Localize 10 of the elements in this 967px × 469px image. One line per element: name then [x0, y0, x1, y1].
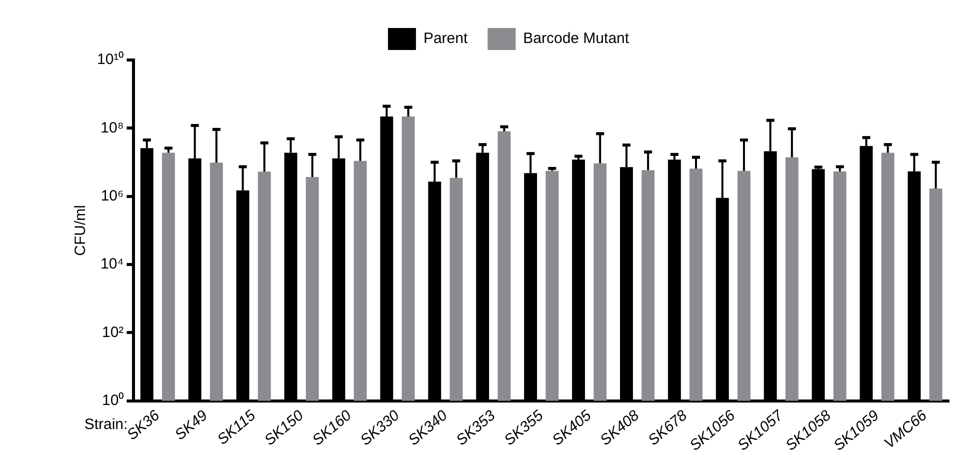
legend-label: Parent	[423, 30, 468, 48]
y-tick-label: 10⁶	[100, 188, 124, 204]
y-tick-label: 10⁰	[102, 392, 124, 410]
y-tick-label: 10²	[102, 324, 124, 341]
legend-label: Barcode Mutant	[523, 30, 630, 48]
y-axis-title: CFU/ml	[72, 205, 90, 256]
x-axis-title: Strain:	[84, 416, 128, 434]
y-tick-label: 10⁴	[100, 256, 124, 273]
y-tick-label: 10⁸	[100, 119, 124, 136]
y-tick-label: 10¹⁰	[96, 51, 124, 68]
